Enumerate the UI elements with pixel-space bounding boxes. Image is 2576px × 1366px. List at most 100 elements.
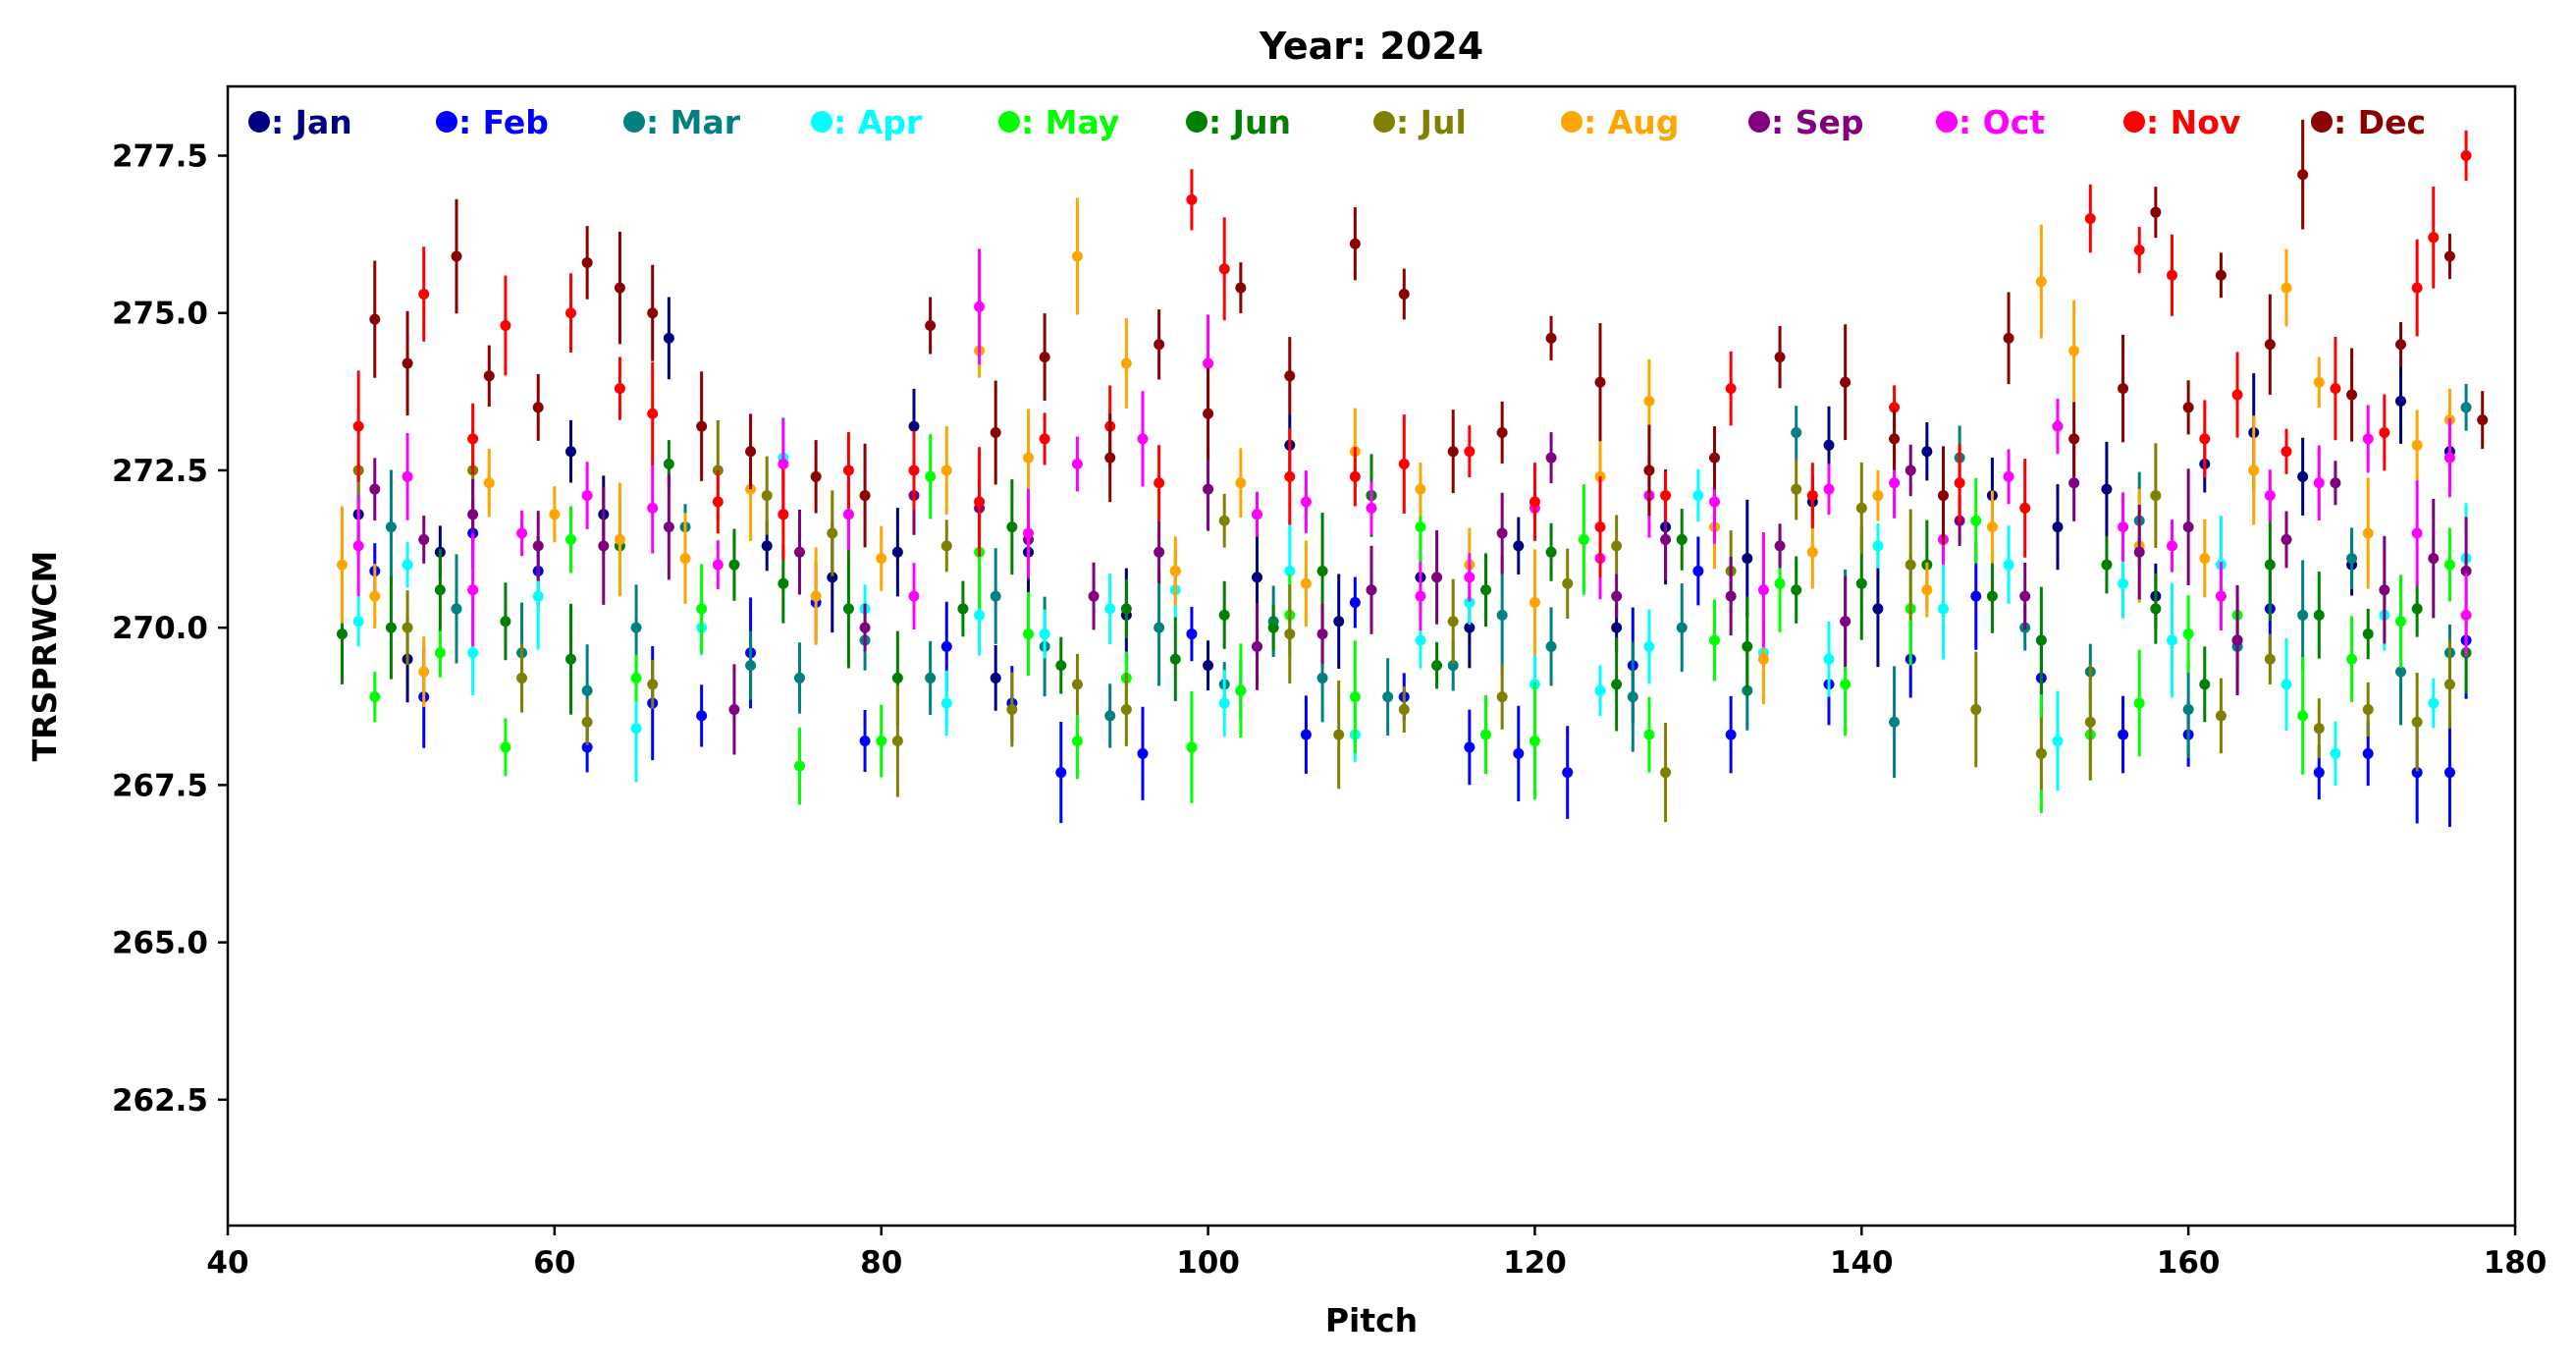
data-point bbox=[1447, 616, 1459, 628]
chart-title: Year: 2024 bbox=[1259, 25, 1483, 68]
data-point bbox=[1545, 640, 1557, 652]
x-tick-label: 40 bbox=[206, 1245, 248, 1281]
series-group bbox=[352, 419, 2455, 823]
data-point bbox=[549, 509, 561, 520]
data-point bbox=[1921, 446, 1933, 458]
data-point bbox=[2460, 402, 2472, 413]
data-point bbox=[2460, 609, 2472, 621]
data-point bbox=[2443, 767, 2455, 779]
data-point bbox=[2182, 703, 2194, 715]
data-point bbox=[1823, 653, 1835, 665]
plot-frame bbox=[226, 84, 2517, 1228]
data-point bbox=[1333, 729, 1345, 740]
data-point bbox=[1071, 459, 1083, 470]
data-point bbox=[1431, 572, 1443, 583]
legend: : Jan: Feb: Mar: Apr: May: Jun: Jul: Aug… bbox=[248, 103, 2426, 141]
data-point bbox=[1039, 352, 1050, 363]
legend-marker bbox=[1936, 111, 1958, 133]
data-point bbox=[940, 640, 952, 652]
data-point bbox=[745, 446, 757, 458]
data-point bbox=[1643, 729, 1655, 740]
legend-label: : Aug bbox=[1583, 103, 1679, 141]
data-point bbox=[1284, 370, 1296, 382]
data-point bbox=[1203, 357, 1214, 369]
data-point bbox=[451, 603, 462, 615]
data-point bbox=[1218, 515, 1230, 526]
y-tick-label: 262.5 bbox=[112, 1083, 208, 1119]
data-point bbox=[1938, 490, 1949, 502]
data-point bbox=[598, 540, 610, 552]
data-point bbox=[990, 426, 1001, 438]
data-point bbox=[1692, 565, 1704, 576]
data-point bbox=[565, 653, 576, 665]
data-point bbox=[1692, 490, 1704, 502]
data-point bbox=[1186, 193, 1198, 205]
data-point bbox=[434, 647, 446, 659]
data-point bbox=[647, 307, 659, 319]
data-point bbox=[1643, 640, 1655, 652]
data-point bbox=[2019, 590, 2031, 602]
data-point bbox=[2281, 679, 2292, 690]
data-point bbox=[1709, 496, 1720, 508]
data-point bbox=[2133, 245, 2145, 256]
series-group bbox=[352, 130, 2472, 578]
data-point bbox=[1431, 660, 1443, 672]
series-group bbox=[369, 498, 2472, 828]
data-point bbox=[1333, 616, 1345, 628]
data-point bbox=[663, 332, 674, 344]
data-point bbox=[352, 420, 364, 432]
data-point bbox=[2477, 414, 2489, 426]
data-point bbox=[2118, 729, 2129, 740]
data-point bbox=[2395, 395, 2406, 407]
data-point bbox=[1840, 679, 1852, 690]
data-point bbox=[1300, 577, 1312, 589]
data-point bbox=[728, 703, 740, 715]
data-point bbox=[1203, 483, 1214, 495]
data-point bbox=[1545, 332, 1557, 344]
data-point bbox=[1300, 496, 1312, 508]
data-point bbox=[2052, 521, 2064, 533]
data-point bbox=[2281, 282, 2292, 294]
data-point bbox=[581, 716, 593, 728]
data-point bbox=[1104, 710, 1116, 722]
data-point bbox=[1660, 767, 1672, 779]
data-point bbox=[418, 288, 430, 300]
data-point bbox=[1562, 767, 1574, 779]
data-point bbox=[1154, 546, 1165, 558]
data-point bbox=[891, 736, 903, 747]
data-point bbox=[2330, 747, 2341, 759]
data-point bbox=[1578, 533, 1589, 545]
data-point bbox=[1480, 584, 1491, 596]
data-point bbox=[2264, 339, 2276, 351]
data-point bbox=[2035, 747, 2047, 759]
series-group bbox=[369, 119, 2489, 548]
data-point bbox=[696, 420, 708, 432]
data-point bbox=[778, 459, 789, 470]
data-point bbox=[794, 672, 805, 683]
data-point bbox=[1709, 634, 1720, 646]
data-point bbox=[1186, 741, 1198, 753]
data-point bbox=[1218, 263, 1230, 275]
data-point bbox=[2411, 716, 2423, 728]
data-point bbox=[2330, 477, 2341, 489]
data-point bbox=[1398, 459, 1410, 470]
data-point bbox=[1316, 628, 1328, 640]
data-point bbox=[1349, 238, 1361, 249]
data-point bbox=[859, 622, 871, 633]
data-point bbox=[810, 470, 822, 482]
data-point bbox=[1023, 452, 1034, 464]
data-point bbox=[2313, 723, 2325, 735]
data-point bbox=[1447, 446, 1459, 458]
data-point bbox=[712, 496, 724, 508]
data-point bbox=[2019, 502, 2031, 514]
data-point bbox=[974, 609, 986, 621]
data-point bbox=[940, 464, 952, 476]
data-point bbox=[1366, 502, 1377, 514]
data-point bbox=[532, 540, 544, 552]
x-tick-label: 60 bbox=[533, 1245, 575, 1281]
data-point bbox=[385, 521, 397, 533]
data-point bbox=[2443, 250, 2455, 262]
data-point bbox=[745, 483, 757, 495]
data-point bbox=[2411, 767, 2423, 779]
